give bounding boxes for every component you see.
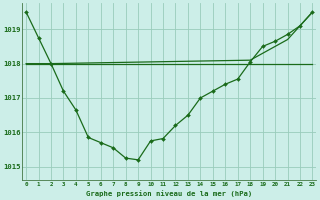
X-axis label: Graphe pression niveau de la mer (hPa): Graphe pression niveau de la mer (hPa): [86, 190, 252, 197]
